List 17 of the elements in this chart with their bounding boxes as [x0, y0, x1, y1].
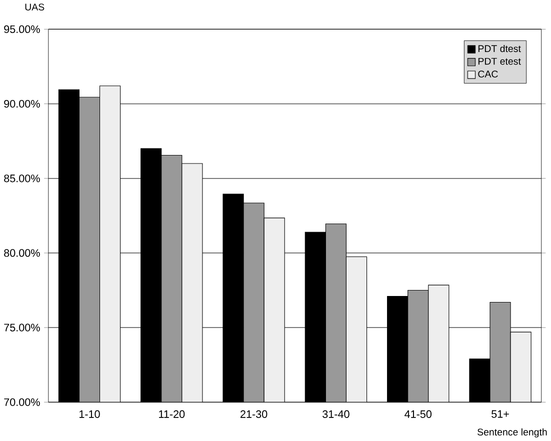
y-tick-label: 95.00%	[4, 25, 40, 34]
x-tick-label: 11-20	[159, 410, 185, 418]
y-tick-label: 90.00%	[4, 100, 40, 108]
legend-label: CAC	[478, 70, 498, 78]
x-tick-label: 31-40	[322, 410, 350, 418]
x-tick-label: 41-50	[404, 410, 432, 418]
legend-label: PDT etest	[478, 58, 521, 65]
y-tick-label: 75.00%	[4, 324, 40, 332]
x-tick-label: 21-30	[240, 410, 268, 418]
legend-label: PDT dtest	[478, 44, 521, 52]
y-tick-label: 70.00%	[4, 398, 40, 406]
y-tick-label: 85.00%	[4, 174, 40, 182]
x-tick-label: 51+	[492, 410, 509, 418]
x-tick-label: 1-10	[80, 410, 100, 418]
y-tick-label: 80.00%	[4, 249, 40, 257]
x-axis-title: Sentence length	[478, 428, 547, 438]
y-axis-title: UAS	[25, 4, 44, 10]
